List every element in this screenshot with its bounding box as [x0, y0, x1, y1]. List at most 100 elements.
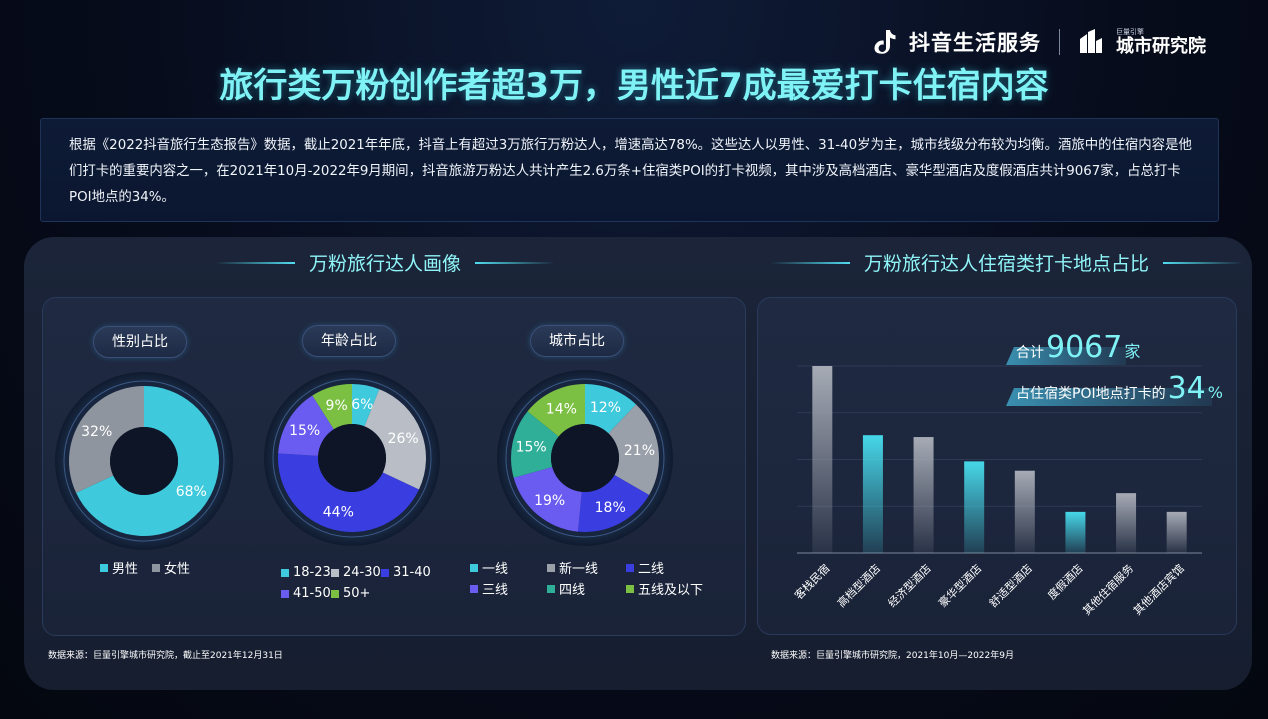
legend-label: 一线 — [482, 562, 509, 577]
age-chart-title: 年龄占比 — [302, 325, 396, 357]
legend-swatch — [381, 568, 389, 577]
bar — [812, 366, 833, 553]
donut-slice — [69, 386, 144, 493]
donut-slice — [312, 384, 352, 430]
institute-name: 巨量引擎 城市研究院 — [1116, 27, 1206, 57]
institute-small-label: 巨量引擎 — [1116, 27, 1144, 36]
bar — [1014, 470, 1035, 553]
legend-swatch — [470, 584, 478, 593]
slice-label: 44% — [323, 504, 354, 520]
legend-item: 三线 — [470, 579, 508, 598]
slice-label: 12% — [590, 400, 621, 416]
legend-label: 四线 — [559, 583, 586, 598]
city-chart-title: 城市占比 — [530, 325, 624, 357]
donut-slice — [577, 475, 650, 532]
bar-category-label: 经济型酒店 — [885, 561, 934, 610]
bar — [1065, 511, 1086, 553]
legend-item: 一线 — [470, 558, 508, 577]
slice-label: 68% — [176, 484, 207, 500]
title-line-left — [770, 261, 850, 264]
legend-label: 18-23 — [293, 565, 331, 580]
legend-label: 24-30 — [343, 565, 381, 580]
donut-slice — [513, 467, 582, 532]
slice-label: 32% — [81, 424, 112, 440]
donut-slice — [278, 453, 419, 532]
bar-category-label: 豪华型酒店 — [936, 561, 985, 610]
right-section-title-text: 万粉旅行达人住宿类打卡地点占比 — [864, 253, 1150, 275]
left-section-title-text: 万粉旅行达人画像 — [309, 253, 462, 275]
bar — [862, 435, 883, 553]
legend-item: 18-23 — [281, 565, 331, 580]
donut-slice — [352, 384, 380, 427]
douyin-logo-icon — [874, 30, 896, 54]
legend-item: 女性 — [152, 558, 190, 577]
donut-chart-1: 6% 26% 44% 15% 9% — [264, 370, 440, 546]
bar — [964, 461, 985, 553]
legend-swatch — [281, 568, 289, 577]
legend-label: 41-50 — [293, 586, 331, 601]
donut-hole — [318, 424, 386, 492]
brand-divider — [1059, 29, 1060, 55]
legend-label: 新一线 — [559, 562, 599, 577]
lodging-card — [757, 297, 1237, 635]
slice-label: 18% — [595, 500, 626, 516]
bar-category-label: 高档型酒店 — [834, 561, 883, 610]
total-unit: 家 — [1124, 342, 1141, 361]
bar — [1166, 511, 1187, 553]
slice-label: 26% — [388, 431, 419, 447]
gender-chart-title: 性别占比 — [93, 326, 187, 358]
legend-label: 50+ — [343, 586, 371, 601]
total-callout: 合计 9067 家 — [1016, 330, 1140, 365]
bar-category-label: 其他酒店宾馆 — [1130, 561, 1187, 618]
right-section-title: 万粉旅行达人住宿类打卡地点占比 — [770, 249, 1244, 276]
left-source-note: 数据来源：巨量引擎城市研究院，截止至2021年12月31日 — [48, 651, 283, 661]
bar-category-label: 客栈民宿 — [791, 561, 832, 602]
legend-swatch — [626, 563, 634, 572]
legend-item: 五线及以下 — [626, 579, 703, 598]
legend-item: 四线 — [547, 579, 585, 598]
institute-label: 城市研究院 — [1116, 35, 1206, 57]
bar — [913, 437, 934, 553]
building-logo-icon — [1080, 29, 1102, 53]
title-line-left — [215, 261, 295, 264]
bar-category-label: 度假酒店 — [1045, 561, 1086, 602]
legend-swatch — [626, 584, 634, 593]
legend-swatch — [331, 568, 339, 577]
slice-label: 19% — [534, 493, 565, 509]
share-unit: % — [1207, 383, 1223, 402]
legend-item: 50+ — [331, 586, 370, 601]
legend-label: 男性 — [112, 562, 139, 577]
legend-swatch — [100, 563, 108, 572]
slice-label: 9% — [326, 398, 348, 414]
share-prefix: 占住宿类POI地点打卡的 — [1016, 386, 1166, 402]
legend-swatch — [547, 563, 555, 572]
bar-category-label: 其他住宿服务 — [1080, 561, 1137, 618]
legend-label: 三线 — [482, 583, 509, 598]
legend-item: 41-50 — [281, 586, 331, 601]
legend-item: 31-40 — [381, 565, 431, 580]
donut-chart-0: 68% 32% — [55, 372, 233, 550]
bar — [1116, 493, 1137, 553]
douyin-brand-name: 抖音生活服务 — [909, 31, 1041, 55]
donut-slice — [585, 384, 637, 434]
title-line-right — [475, 261, 556, 264]
slice-label: 14% — [546, 401, 577, 417]
share-callout: 占住宿类POI地点打卡的 34 % — [1016, 371, 1223, 406]
donut-slice — [76, 386, 220, 537]
title-line-right — [1163, 261, 1244, 264]
slice-label: 15% — [516, 440, 547, 456]
summary-text: 根据《2022抖音旅行生态报告》数据，截止2021年年底，抖音上有超过3万旅行万… — [40, 118, 1219, 222]
legend-item: 新一线 — [547, 558, 598, 577]
brand-header: 抖音生活服务 巨量引擎 城市研究院 — [873, 26, 1206, 58]
legend-label: 五线及以下 — [638, 583, 704, 598]
donut-slice — [278, 395, 334, 456]
right-source-note: 数据来源：巨量引擎城市研究院，2021年10月—2022年9月 — [771, 651, 1014, 661]
page-title: 旅行类万粉创作者超3万，男性近7成最爱打卡住宿内容 — [219, 66, 1049, 106]
slice-label: 15% — [289, 423, 320, 439]
legend-item: 24-30 — [331, 565, 381, 580]
slice-label: 6% — [351, 397, 373, 413]
donut-chart-2: 12% 21% 18% 19% 15% 14% — [497, 370, 673, 546]
share-value: 34 — [1167, 371, 1206, 406]
donut-hole — [110, 427, 178, 495]
